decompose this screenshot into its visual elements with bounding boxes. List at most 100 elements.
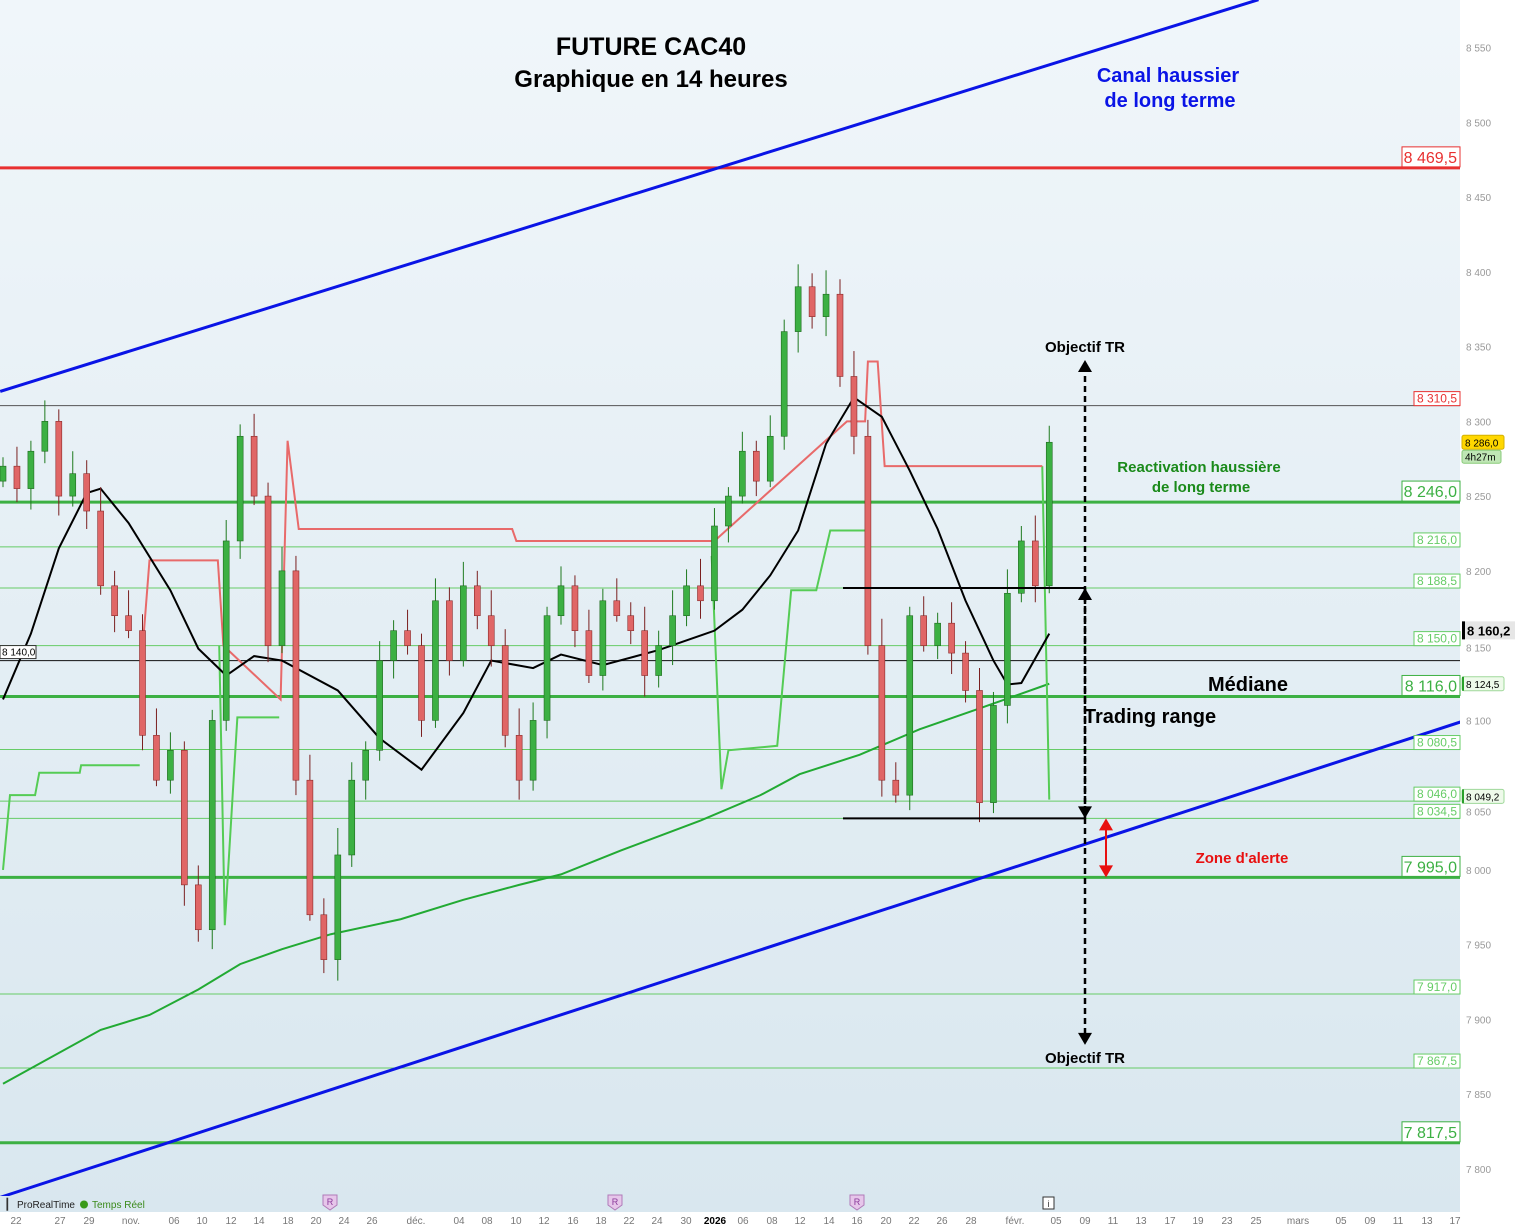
green-stop-line: [218, 645, 280, 926]
y-tick-label: 8 300: [1466, 417, 1491, 428]
green-stop-line: [2, 764, 140, 871]
x-tick-label: 26: [366, 1216, 378, 1226]
x-tick-label: 2026: [704, 1216, 727, 1226]
candle-up: [334, 854, 342, 960]
chart-subtitle: Graphique en 14 heures: [514, 66, 787, 93]
candle-down: [808, 286, 816, 317]
x-tick-label: 30: [680, 1216, 692, 1226]
level-tag-label: 8 034,5: [1417, 804, 1457, 818]
x-tick-label: 09: [1364, 1216, 1376, 1226]
channel-lower-line: [0, 720, 1460, 1199]
candle-down: [878, 645, 886, 781]
x-tick-label: 20: [880, 1216, 892, 1226]
current-price-label: 8 160,2: [1467, 623, 1510, 638]
x-tick-label: 18: [282, 1216, 294, 1226]
candle-up: [655, 645, 662, 676]
candle-down: [836, 293, 844, 377]
arrowhead-down-icon: [1078, 806, 1092, 819]
level-tag-box: [1413, 803, 1461, 819]
candle-down: [864, 435, 872, 646]
median-tag-label: 8 140,0: [2, 648, 36, 659]
x-tick-label: 14: [823, 1216, 835, 1226]
live-status-icon: [80, 1200, 88, 1209]
level-tag-label: 7 917,0: [1417, 980, 1457, 994]
candle-down: [487, 615, 495, 646]
candle-down: [641, 630, 649, 676]
candle-down: [55, 421, 63, 497]
candle-down: [97, 510, 104, 587]
candle-down: [306, 779, 314, 916]
x-tick-label: 05: [1050, 1216, 1062, 1226]
candle-up: [557, 585, 565, 617]
candle-up: [739, 450, 746, 497]
candle-up: [390, 630, 397, 661]
candle-down: [473, 585, 481, 617]
candle-up: [1045, 441, 1053, 587]
info-marker-icon: [1042, 1196, 1055, 1210]
candle-down: [320, 914, 328, 960]
level-tag-label: 8 469,5: [1404, 150, 1457, 167]
candle-up: [27, 450, 35, 489]
ma1-price-marker: [1462, 676, 1464, 691]
reactivation-label-line2: de long terme: [1152, 479, 1250, 496]
y-tick-label: 7 950: [1466, 941, 1491, 952]
candle-down: [181, 749, 188, 886]
candle-up: [780, 331, 788, 437]
candle-down: [920, 615, 928, 646]
x-tick-label: 22: [908, 1216, 920, 1226]
event-marker-r-icon: [607, 1194, 623, 1211]
candle-down: [976, 690, 983, 803]
candle-down: [962, 652, 969, 691]
x-tick-label: 06: [168, 1216, 180, 1226]
candle-down: [195, 884, 202, 931]
candle-up: [725, 495, 732, 527]
arrowhead-up-icon: [1078, 360, 1092, 373]
candle-down: [892, 779, 900, 796]
x-tick-label: 08: [481, 1216, 493, 1226]
x-tick-label: 20: [310, 1216, 322, 1226]
x-tick-label: 28: [965, 1216, 977, 1226]
last-price-tag: [1461, 434, 1505, 450]
level-tag-label: 8 246,0: [1404, 484, 1457, 501]
candle-down: [501, 645, 509, 736]
level-tag-box: [1401, 855, 1461, 877]
y-tick-label: 8 200: [1466, 567, 1491, 578]
x-tick-label: nov.: [122, 1216, 140, 1226]
x-tick-label: 29: [83, 1216, 95, 1226]
arrowhead-up-icon: [1078, 588, 1092, 601]
candle-up: [1004, 592, 1011, 706]
candle-up: [766, 435, 774, 482]
x-tick-label: 10: [510, 1216, 522, 1226]
x-tick-label: 12: [225, 1216, 237, 1226]
x-tick-label: 16: [851, 1216, 863, 1226]
candle-down: [571, 585, 579, 631]
x-tick-label: 26: [936, 1216, 948, 1226]
x-tick-label: 19: [1192, 1216, 1204, 1226]
y-tick-label: 8 050: [1466, 807, 1491, 818]
x-tick-label: 24: [338, 1216, 350, 1226]
level-tag-label: 8 216,0: [1417, 533, 1457, 547]
y-tick-label: 8 150: [1466, 643, 1491, 654]
candle-down: [948, 622, 955, 654]
y-tick-label: 7 800: [1466, 1165, 1491, 1176]
y-tick-label: 7 900: [1466, 1015, 1491, 1026]
level-tag-label: 8 150,0: [1417, 632, 1457, 646]
candle-down: [292, 570, 300, 781]
x-tick-label: 11: [1393, 1216, 1404, 1226]
x-tick-label: 09: [1079, 1216, 1091, 1226]
x-tick-label: 05: [1335, 1216, 1347, 1226]
candle-down: [111, 585, 118, 617]
candle-up: [69, 473, 77, 497]
green-stop-line: [1041, 466, 1051, 800]
candle-up: [711, 525, 718, 602]
candle-down: [446, 600, 453, 661]
x-tick-label: mars: [1287, 1216, 1309, 1226]
x-tick-label: 25: [1250, 1216, 1262, 1226]
arrowhead-up-icon: [1099, 818, 1113, 831]
candle-up: [934, 622, 941, 646]
candle-up: [432, 600, 439, 721]
x-tick-label: 16: [567, 1216, 579, 1226]
event-marker-label: R: [854, 1197, 861, 1207]
objectif-top-label: Objectif TR: [1045, 339, 1125, 356]
